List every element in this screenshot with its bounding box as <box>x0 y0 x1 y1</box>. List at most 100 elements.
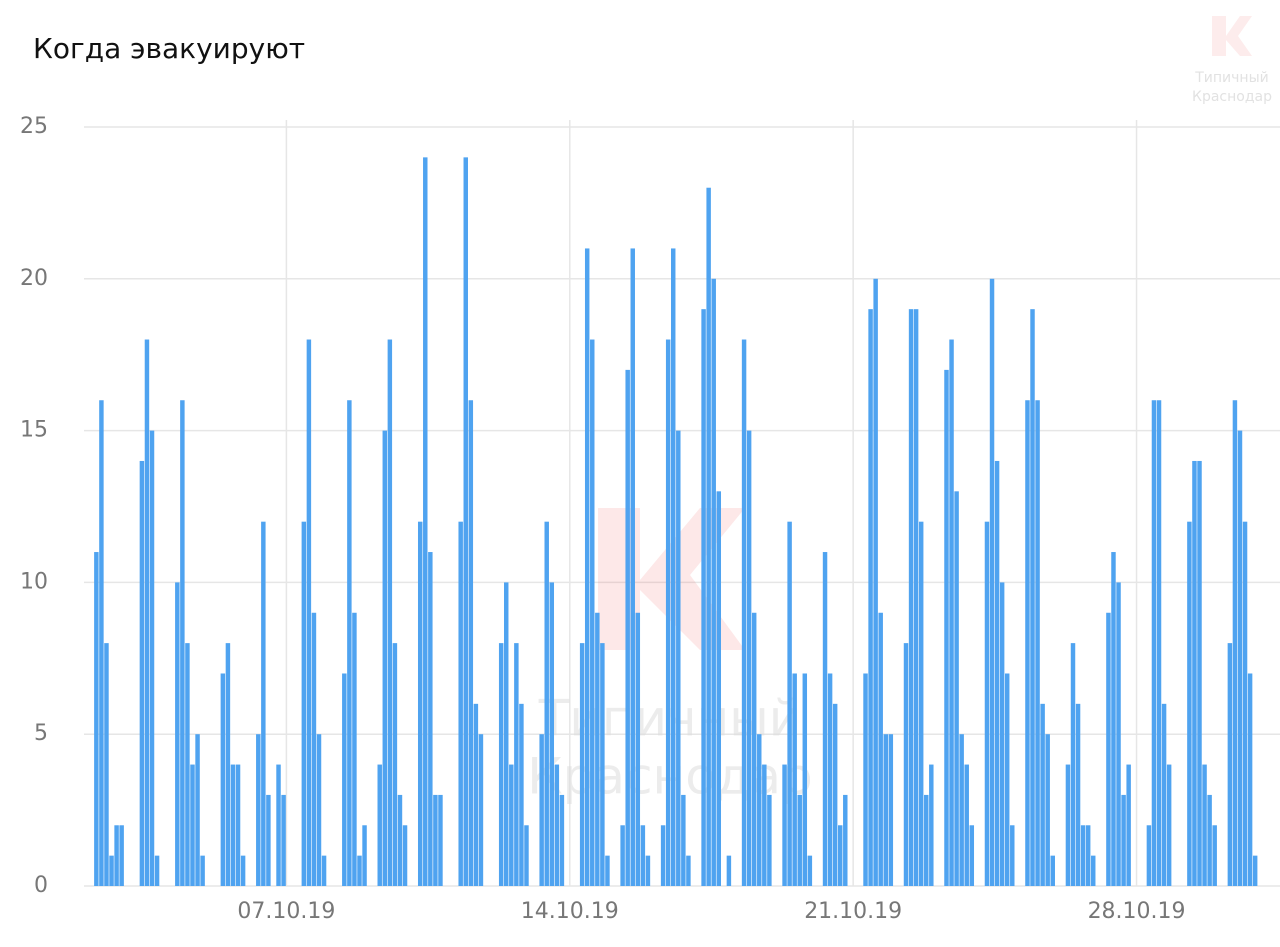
bar <box>1232 400 1238 886</box>
bar <box>144 339 150 886</box>
bar <box>185 643 190 886</box>
bar <box>1065 764 1071 886</box>
bar <box>281 794 286 886</box>
bar <box>200 855 205 886</box>
bar <box>1085 825 1091 886</box>
bar <box>463 157 468 887</box>
bar <box>240 855 246 886</box>
bar <box>1010 825 1015 886</box>
bar <box>716 491 722 886</box>
bar <box>478 734 484 886</box>
bar <box>746 430 752 886</box>
bar <box>686 855 691 886</box>
bar <box>256 734 261 886</box>
bar <box>676 430 681 886</box>
bar <box>1156 400 1162 886</box>
bar <box>347 400 352 886</box>
bar <box>605 855 610 886</box>
bar <box>1202 764 1207 886</box>
bar <box>139 460 145 886</box>
bar <box>458 521 463 886</box>
bar <box>149 430 155 886</box>
bar <box>1070 643 1076 886</box>
bar <box>342 673 347 886</box>
bar <box>782 764 787 886</box>
bar <box>802 673 808 886</box>
bar <box>195 734 200 886</box>
bar <box>235 764 241 886</box>
bar <box>402 825 408 886</box>
bar <box>539 734 544 886</box>
bar <box>757 734 762 886</box>
bar <box>640 825 646 886</box>
bar <box>1126 764 1131 886</box>
bar <box>498 643 504 886</box>
bar <box>104 643 109 886</box>
bar <box>190 764 195 886</box>
bar <box>767 794 772 886</box>
bar <box>1161 703 1167 886</box>
bar <box>220 673 226 886</box>
bar <box>701 309 706 886</box>
bar <box>423 157 428 887</box>
bar <box>1050 855 1055 886</box>
bar <box>807 855 813 886</box>
logo-text: Краснодар <box>1192 89 1272 105</box>
x-tick-label: 28.10.19 <box>1088 899 1186 924</box>
bar <box>397 794 403 886</box>
grid <box>84 120 1280 887</box>
bar <box>1091 855 1096 886</box>
y-tick-label: 15 <box>20 418 48 443</box>
bar <box>1004 673 1010 886</box>
bar <box>306 339 312 886</box>
y-tick-label: 10 <box>20 569 48 594</box>
bar <box>681 794 686 886</box>
bar <box>706 187 711 887</box>
bar <box>225 643 231 886</box>
bar <box>417 521 423 886</box>
bar <box>762 764 767 886</box>
bar <box>984 521 990 886</box>
bar <box>559 794 565 886</box>
bar <box>438 794 443 886</box>
bar <box>154 855 160 886</box>
bar <box>873 278 878 886</box>
y-tick-label: 5 <box>34 721 48 746</box>
bar <box>94 552 99 886</box>
bar <box>1040 703 1045 886</box>
bar <box>620 825 625 886</box>
bar <box>660 825 666 886</box>
bar <box>1116 582 1121 886</box>
bar <box>888 734 894 886</box>
bar <box>1197 460 1202 886</box>
bar <box>392 643 398 886</box>
bar <box>903 643 909 886</box>
bar <box>832 703 838 886</box>
bar <box>1237 430 1243 886</box>
bar <box>357 855 362 886</box>
bar <box>1192 460 1197 886</box>
bar <box>665 339 671 886</box>
bar <box>99 400 104 886</box>
logo-text: Типичный <box>1194 70 1268 86</box>
bar <box>878 612 883 886</box>
bar <box>266 794 271 886</box>
bar <box>1146 825 1152 886</box>
bar <box>590 339 595 886</box>
bar <box>554 764 560 886</box>
bar <box>321 855 327 886</box>
bar <box>883 734 888 886</box>
bar <box>433 794 438 886</box>
bar <box>1242 521 1248 886</box>
bar <box>1045 734 1050 886</box>
x-tick-label: 14.10.19 <box>521 899 619 924</box>
x-tick-label: 21.10.19 <box>804 899 902 924</box>
bars <box>94 157 1258 887</box>
bar <box>625 369 630 886</box>
y-tick-label: 0 <box>34 873 48 898</box>
y-tick-label: 25 <box>20 114 48 139</box>
bar <box>787 521 792 886</box>
bar <box>514 643 519 886</box>
